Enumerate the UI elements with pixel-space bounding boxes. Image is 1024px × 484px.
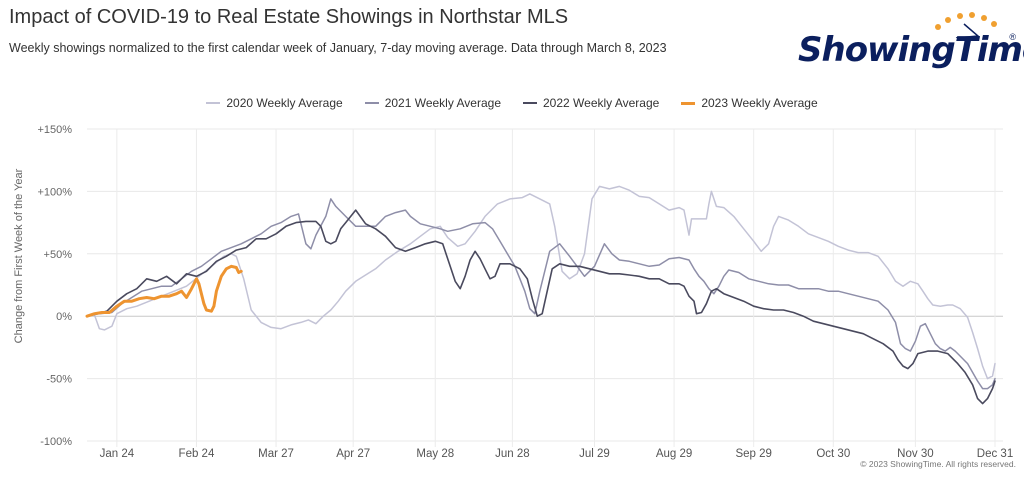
copyright-notice: © 2023 ShowingTime. All rights reserved.	[860, 459, 1016, 469]
series-line-2021[interactable]	[86, 198, 996, 390]
legend-item-2023[interactable]: 2023 Weekly Average	[681, 96, 818, 110]
legend-item-2022[interactable]: 2022 Weekly Average	[523, 96, 659, 110]
logo-dot	[935, 24, 941, 30]
x-tick-label: Mar 27	[258, 448, 294, 460]
legend-label: 2022 Weekly Average	[543, 96, 660, 110]
logo-text: ShowingTime	[798, 30, 1024, 70]
logo-dot	[981, 15, 987, 21]
chart-subtitle: Weekly showings normalized to the first …	[9, 41, 667, 55]
x-tick-label: Dec 31	[977, 448, 1013, 460]
chart-title: Impact of COVID-19 to Real Estate Showin…	[9, 6, 569, 28]
x-tick-label: Apr 27	[336, 448, 370, 460]
x-tick-label: Feb 24	[179, 448, 215, 460]
logo-dot	[945, 17, 951, 23]
y-axis-ticks: +150% +100% +50% 0% -50% -100%	[37, 124, 72, 448]
x-tick-label: Jan 24	[100, 448, 135, 460]
legend-item-2020[interactable]: 2020 Weekly Average	[206, 96, 343, 110]
x-tick-label: Aug 29	[656, 448, 692, 460]
x-tick-label: Oct 30	[816, 448, 850, 460]
legend-swatch	[523, 102, 537, 104]
x-tick-label: Jun 28	[495, 448, 530, 460]
series-lines	[85, 185, 996, 405]
legend-swatch	[364, 102, 379, 104]
y-tick-label: 0%	[56, 311, 72, 323]
y-tick-label: +150%	[37, 124, 72, 136]
x-tick-label: May 28	[416, 448, 454, 460]
x-tick-label: Nov 30	[897, 448, 933, 460]
y-tick-label: -50%	[46, 374, 72, 386]
chart-legend: 2020 Weekly Average 2021 Weekly Average 20…	[0, 96, 1024, 110]
series-line-2020[interactable]	[86, 185, 996, 380]
legend-label: 2023 Weekly Average	[701, 96, 818, 110]
logo-dot	[957, 13, 963, 19]
x-tick-label: Sep 29	[735, 448, 771, 460]
y-tick-label: +100%	[37, 186, 72, 198]
showingtime-logo: ShowingTime ®	[798, 8, 1024, 76]
x-axis-ticks: Jan 24 Feb 24 Mar 27 Apr 27 May 28 Jun 28 Jul …	[100, 448, 1014, 460]
clock-dots-icon	[935, 12, 997, 38]
y-tick-label: +50%	[44, 249, 73, 261]
logo-dot	[991, 21, 997, 27]
y-tick-label: -100%	[40, 436, 72, 448]
y-axis-label: Change from First Week of the Year	[13, 168, 25, 343]
legend-item-2021[interactable]: 2021 Weekly Average	[364, 96, 501, 110]
x-tick-label: Jul 29	[579, 448, 610, 460]
series-line-2023[interactable]	[85, 264, 243, 318]
series-line-2022[interactable]	[86, 209, 996, 405]
clock-hand	[955, 23, 980, 38]
legend-label: 2021 Weekly Average	[384, 96, 501, 110]
legend-swatch	[206, 102, 221, 104]
registered-mark: ®	[1009, 32, 1016, 42]
grid	[87, 128, 1003, 447]
legend-swatch	[681, 101, 696, 105]
logo-dot	[969, 12, 975, 18]
legend-label: 2020 Weekly Average	[226, 96, 343, 110]
